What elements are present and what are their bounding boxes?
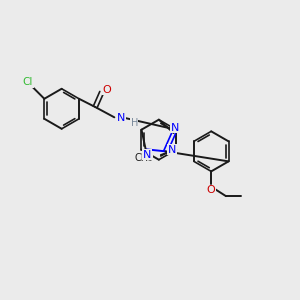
Text: H: H bbox=[130, 118, 138, 128]
Text: O: O bbox=[207, 185, 216, 195]
Text: CH₃: CH₃ bbox=[134, 153, 153, 163]
Text: O: O bbox=[103, 85, 111, 95]
Text: Cl: Cl bbox=[23, 77, 33, 87]
Text: N: N bbox=[171, 123, 179, 133]
Text: N: N bbox=[117, 113, 126, 123]
Text: N: N bbox=[168, 145, 176, 155]
Text: N: N bbox=[143, 150, 151, 160]
